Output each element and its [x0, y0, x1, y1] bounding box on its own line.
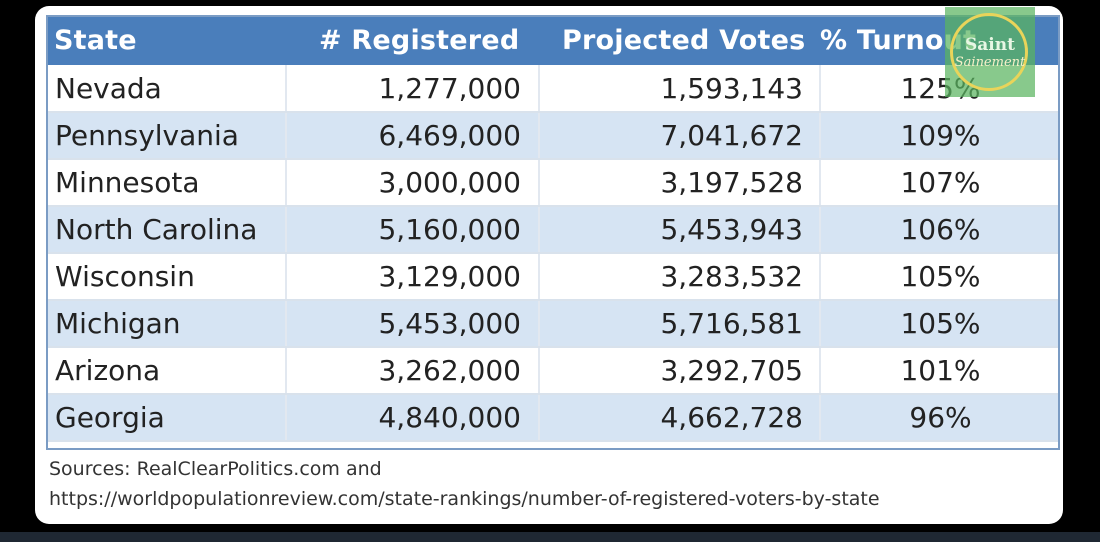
channel-logo-watermark: Saint Sainement [945, 7, 1035, 97]
table-row: Michigan 5,453,000 5,716,581 105% [46, 300, 1060, 348]
cell-state: Michigan [46, 300, 287, 348]
cell-registered: 6,469,000 [286, 112, 540, 160]
cell-projected-votes: 7,041,672 [539, 112, 821, 160]
cell-projected-votes: 3,292,705 [539, 347, 821, 395]
table-row: Wisconsin 3,129,000 3,283,532 105% [46, 253, 1060, 301]
cell-projected-votes: 1,593,143 [539, 65, 821, 113]
bottom-bar [0, 532, 1100, 542]
watermark-subtitle: Sainement [954, 55, 1026, 70]
cell-turnout: 106% [820, 206, 1060, 254]
table-row: Minnesota 3,000,000 3,197,528 107% [46, 159, 1060, 207]
table-row: North Carolina 5,160,000 5,453,943 106% [46, 206, 1060, 254]
sources-note: Sources: RealClearPolitics.com and https… [49, 454, 1049, 514]
table-row: Nevada 1,277,000 1,593,143 125% [46, 65, 1060, 113]
cell-state: North Carolina [46, 206, 287, 254]
sources-url: https://worldpopulationreview.com/state-… [49, 488, 880, 510]
cell-registered: 3,000,000 [286, 159, 540, 207]
table-row: Arizona 3,262,000 3,292,705 101% [46, 347, 1060, 395]
cell-turnout: 109% [820, 112, 1060, 160]
cell-state: Wisconsin [46, 253, 287, 301]
cell-turnout: 101% [820, 347, 1060, 395]
column-header-state: State [46, 15, 286, 65]
cell-turnout: 105% [820, 300, 1060, 348]
cell-registered: 5,453,000 [286, 300, 540, 348]
cell-projected-votes: 5,716,581 [539, 300, 821, 348]
cell-projected-votes: 5,453,943 [539, 206, 821, 254]
cell-projected-votes: 4,662,728 [539, 394, 821, 442]
logo-ring-icon [950, 13, 1028, 91]
cell-projected-votes: 3,197,528 [539, 159, 821, 207]
cell-registered: 1,277,000 [286, 65, 540, 113]
table-row: Georgia 4,840,000 4,662,728 96% [46, 394, 1060, 442]
cell-state: Pennsylvania [46, 112, 287, 160]
cell-registered: 3,129,000 [286, 253, 540, 301]
column-header-projected-votes: Projected Votes [539, 15, 820, 65]
cell-turnout: 107% [820, 159, 1060, 207]
cell-projected-votes: 3,283,532 [539, 253, 821, 301]
cell-state: Georgia [46, 394, 287, 442]
table-card: State # Registered Projected Votes % Tur… [35, 6, 1063, 524]
table-row: Pennsylvania 6,469,000 7,041,672 109% [46, 112, 1060, 160]
cell-registered: 5,160,000 [286, 206, 540, 254]
header-row: State # Registered Projected Votes % Tur… [46, 15, 1060, 65]
cell-state: Arizona [46, 347, 287, 395]
cell-registered: 4,840,000 [286, 394, 540, 442]
cell-state: Minnesota [46, 159, 287, 207]
sources-line: Sources: RealClearPolitics.com and [49, 458, 382, 480]
watermark-title: Saint [965, 35, 1015, 55]
cell-state: Nevada [46, 65, 287, 113]
cell-turnout: 96% [820, 394, 1060, 442]
cell-turnout: 105% [820, 253, 1060, 301]
column-header-registered: # Registered [286, 15, 539, 65]
cell-registered: 3,262,000 [286, 347, 540, 395]
voter-turnout-table: State # Registered Projected Votes % Tur… [46, 15, 1060, 442]
